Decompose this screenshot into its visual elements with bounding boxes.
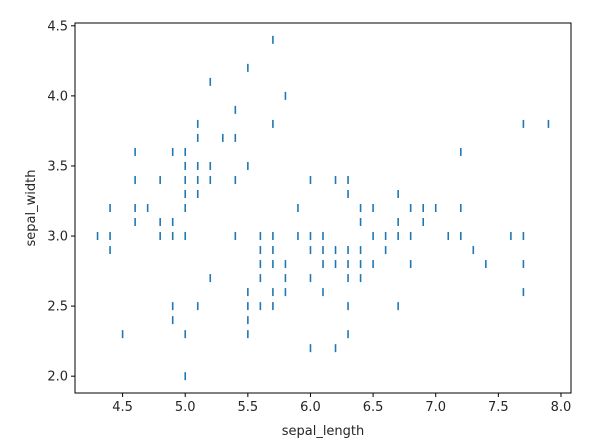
- y-tick-label: 4.0: [47, 89, 68, 104]
- y-tick-label: 3.0: [47, 230, 68, 245]
- x-axis-label: sepal_length: [282, 424, 365, 439]
- plot-frame: [74, 22, 572, 394]
- y-axis: 2.0 2.5 3.0 3.5 4.0 4.5: [47, 19, 75, 385]
- x-tick-label: 6.0: [300, 400, 321, 415]
- y-tick-label: 2.5: [47, 300, 68, 315]
- points-layer: [96, 35, 550, 381]
- y-tick-label: 3.5: [47, 159, 68, 174]
- x-tick-label: 6.5: [363, 400, 384, 415]
- y-tick-label: 4.5: [47, 19, 68, 34]
- x-tick-label: 8.0: [551, 400, 572, 415]
- x-tick-label: 4.5: [112, 400, 133, 415]
- x-axis: 4.5 5.0 5.5 6.0 6.5 7.0 7.5 8.0: [112, 393, 571, 415]
- x-tick-label: 7.5: [488, 400, 509, 415]
- x-tick-label: 5.5: [238, 400, 259, 415]
- x-tick-label: 5.0: [175, 400, 196, 415]
- y-axis-label: sepal_width: [24, 170, 39, 247]
- y-tick-label: 2.0: [47, 370, 68, 385]
- x-tick-label: 7.0: [425, 400, 446, 415]
